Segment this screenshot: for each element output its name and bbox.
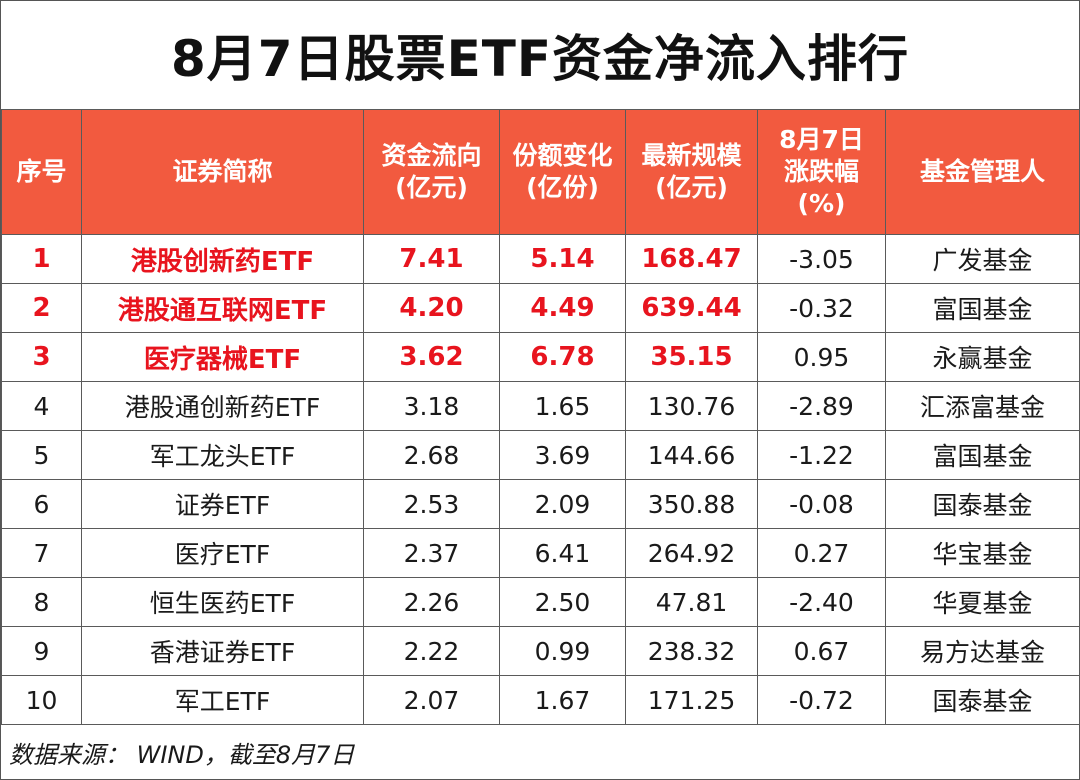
cell-flow: 2.68 [363,430,500,480]
cell-name: 香港证券ETF [81,626,364,676]
cell-name: 医疗ETF [81,528,364,578]
cell-manager: 华宝基金 [885,528,1080,578]
cell-scale: 350.88 [625,479,758,529]
header-share: 份额变化 (亿份) [499,109,626,235]
cell-flow: 3.18 [363,381,500,431]
table-row: 2 港股通互联网ETF 4.20 4.49 639.44 -0.32 富国基金 [1,283,1080,333]
cell-rank: 9 [1,626,82,676]
cell-change: -0.08 [757,479,886,529]
cell-name: 军工龙头ETF [81,430,364,480]
cell-name: 军工ETF [81,675,364,725]
cell-share: 1.67 [499,675,626,725]
header-manager: 基金管理人 [885,109,1080,235]
cell-name: 恒生医药ETF [81,577,364,627]
cell-rank: 4 [1,381,82,431]
cell-manager: 华夏基金 [885,577,1080,627]
cell-change: 0.27 [757,528,886,578]
cell-rank: 10 [1,675,82,725]
cell-flow: 2.37 [363,528,500,578]
cell-rank: 2 [1,283,82,333]
table-row: 1 港股创新药ETF 7.41 5.14 168.47 -3.05 广发基金 [1,234,1080,284]
cell-name: 港股通互联网ETF [81,283,364,333]
cell-change: 0.95 [757,332,886,382]
cell-name: 港股通创新药ETF [81,381,364,431]
cell-rank: 5 [1,430,82,480]
cell-flow: 2.07 [363,675,500,725]
table-row: 3 医疗器械ETF 3.62 6.78 35.15 0.95 永赢基金 [1,332,1080,382]
cell-scale: 144.66 [625,430,758,480]
cell-name: 医疗器械ETF [81,332,364,382]
cell-flow: 2.53 [363,479,500,529]
cell-share: 2.09 [499,479,626,529]
cell-name: 证券ETF [81,479,364,529]
cell-share: 4.49 [499,283,626,333]
table-row: 8 恒生医药ETF 2.26 2.50 47.81 -2.40 华夏基金 [1,577,1080,627]
cell-flow: 7.41 [363,234,500,284]
table-row: 4 港股通创新药ETF 3.18 1.65 130.76 -2.89 汇添富基金 [1,381,1080,431]
cell-manager: 富国基金 [885,430,1080,480]
cell-rank: 7 [1,528,82,578]
cell-scale: 47.81 [625,577,758,627]
source-note: 数据来源： WIND，截至8月7日 [9,741,355,769]
table-row: 7 医疗ETF 2.37 6.41 264.92 0.27 华宝基金 [1,528,1080,578]
cell-rank: 6 [1,479,82,529]
cell-manager: 国泰基金 [885,675,1080,725]
cell-change: -2.40 [757,577,886,627]
cell-share: 3.69 [499,430,626,480]
cell-flow: 4.20 [363,283,500,333]
cell-share: 6.41 [499,528,626,578]
cell-change: -3.05 [757,234,886,284]
cell-change: -1.22 [757,430,886,480]
table-header-row: 序号 证券简称 资金流向 (亿元) 份额变化 (亿份) 最新规模 (亿元) 8月7日涨… [1,109,1080,235]
etf-inflow-table: 序号 证券简称 资金流向 (亿元) 份额变化 (亿份) 最新规模 (亿元) 8月7日涨… [1,109,1080,725]
table-row: 10 军工ETF 2.07 1.67 171.25 -0.72 国泰基金 [1,675,1080,725]
cell-manager: 易方达基金 [885,626,1080,676]
cell-change: 0.67 [757,626,886,676]
cell-flow: 2.26 [363,577,500,627]
cell-rank: 1 [1,234,82,284]
cell-scale: 35.15 [625,332,758,382]
cell-flow: 3.62 [363,332,500,382]
cell-name: 港股创新药ETF [81,234,364,284]
cell-scale: 639.44 [625,283,758,333]
cell-share: 1.65 [499,381,626,431]
cell-manager: 广发基金 [885,234,1080,284]
header-change: 8月7日 涨跌幅 (%) [757,109,886,235]
table-row: 5 军工龙头ETF 2.68 3.69 144.66 -1.22 富国基金 [1,430,1080,480]
cell-change: -2.89 [757,381,886,431]
cell-manager: 永赢基金 [885,332,1080,382]
cell-share: 0.99 [499,626,626,676]
cell-flow: 2.22 [363,626,500,676]
header-name: 证券简称 [81,109,364,235]
cell-manager: 汇添富基金 [885,381,1080,431]
cell-share: 5.14 [499,234,626,284]
cell-share: 6.78 [499,332,626,382]
cell-scale: 168.47 [625,234,758,284]
cell-scale: 171.25 [625,675,758,725]
cell-share: 2.50 [499,577,626,627]
cell-manager: 国泰基金 [885,479,1080,529]
cell-change: -0.32 [757,283,886,333]
cell-scale: 238.32 [625,626,758,676]
header-flow: 资金流向 (亿元) [363,109,500,235]
table-row: 9 香港证券ETF 2.22 0.99 238.32 0.67 易方达基金 [1,626,1080,676]
cell-rank: 3 [1,332,82,382]
header-rank: 序号 [1,109,82,235]
table-row: 6 证券ETF 2.53 2.09 350.88 -0.08 国泰基金 [1,479,1080,529]
cell-manager: 富国基金 [885,283,1080,333]
cell-change: -0.72 [757,675,886,725]
cell-scale: 130.76 [625,381,758,431]
cell-scale: 264.92 [625,528,758,578]
page-title: 8月7日股票ETF资金净流入排行 [171,30,909,88]
cell-rank: 8 [1,577,82,627]
header-scale: 最新规模 (亿元) [625,109,758,235]
